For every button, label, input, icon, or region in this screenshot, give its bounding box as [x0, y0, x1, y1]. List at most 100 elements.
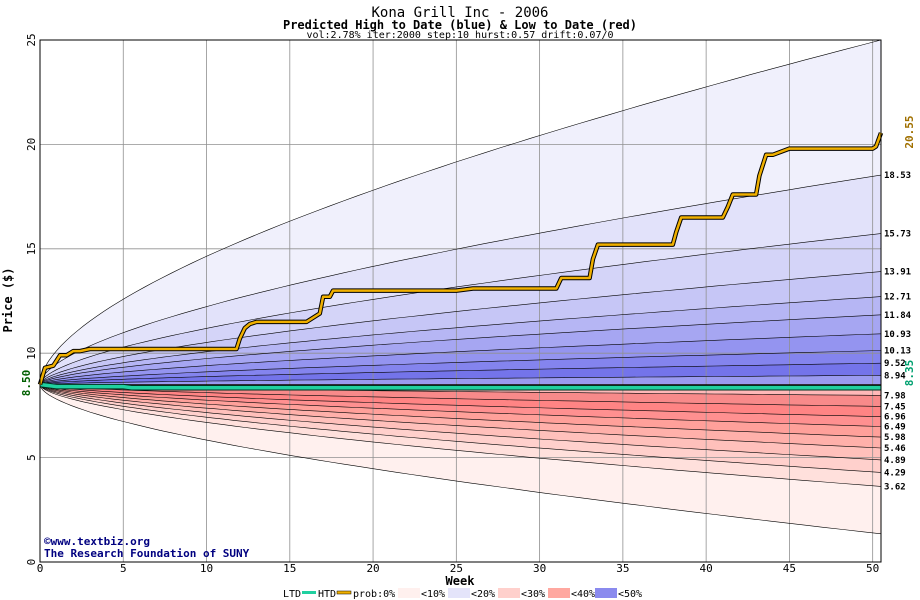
upper-band-0 — [40, 40, 881, 385]
x-tick-label-25: 25 — [450, 562, 463, 575]
legend: LTD HTD prob:0% <10% <20% <30% <40% <50% — [283, 588, 642, 600]
band-boundary-2 — [40, 233, 881, 385]
band-boundary-0 — [40, 40, 881, 385]
legend-swatch-30 — [548, 588, 570, 598]
lower-band-0 — [40, 384, 881, 534]
band-boundary-9 — [40, 375, 881, 385]
band-boundary-4 — [40, 296, 881, 385]
htd-final-label: 20.55 — [903, 115, 916, 148]
upper-band-label-5: 10.93 — [884, 330, 911, 340]
upper-band-label-4: 11.84 — [884, 311, 912, 321]
band-boundary-1 — [40, 174, 881, 385]
chart-params: vol:2.78% iter:2000 step:10 hurst:0.57 d… — [306, 30, 613, 41]
x-tick-label-20: 20 — [366, 562, 379, 575]
band-boundary-7 — [40, 350, 881, 385]
lower-band-label-5: 5.46 — [884, 444, 906, 454]
lower-band-label-7: 4.29 — [884, 468, 906, 478]
plot-area: 0 5 10 15 20 25 30 35 40 45 50 0 5 10 15 20 25 18.53 15.73… — [25, 33, 912, 575]
band-boundary-12 — [40, 384, 881, 487]
chart-title: Kona Grill Inc - 2006 — [371, 5, 548, 21]
x-tick-label-10: 10 — [200, 562, 213, 575]
upper-band-7 — [40, 350, 881, 385]
band-boundary-14 — [40, 384, 881, 461]
legend-prob-label: prob:0% — [353, 589, 395, 600]
band-boundary-13 — [40, 384, 881, 473]
x-tick-label-5: 5 — [120, 562, 127, 575]
y-axis-label: Price ($) — [1, 267, 15, 332]
y-tick-label-20: 20 — [25, 138, 38, 151]
band-boundary-16 — [40, 384, 881, 438]
x-tick-label-0: 0 — [37, 562, 44, 575]
lower-band-label-4: 5.98 — [884, 433, 906, 443]
ltd-line — [39, 382, 881, 390]
band-boundary-5 — [40, 314, 881, 385]
band-boundary-6 — [40, 333, 881, 385]
lower-band-label-3: 6.49 — [884, 422, 906, 432]
upper-band-5 — [40, 314, 881, 385]
legend-range-40: <40% — [571, 589, 595, 600]
watermark-site: ©www.textbiz.org — [44, 535, 150, 548]
legend-swatch-0 — [398, 588, 420, 598]
upper-band-label-1: 15.73 — [884, 230, 911, 240]
band-boundaries — [40, 40, 881, 535]
lower-band-label-6: 4.89 — [884, 456, 906, 466]
lower-band-5 — [40, 384, 881, 438]
y-tick-label-25: 25 — [25, 33, 38, 46]
band-boundary-17 — [40, 384, 881, 427]
htd-line — [38, 132, 883, 385]
upper-band-label-0: 18.53 — [884, 171, 911, 181]
ltd-final-label: 8.35 — [903, 360, 916, 387]
legend-swatch-40 — [595, 588, 617, 598]
band-boundary-8 — [40, 362, 881, 385]
upper-band-label-6: 10.13 — [884, 346, 911, 356]
legend-swatch-10 — [448, 588, 470, 598]
x-tick-label-15: 15 — [283, 562, 296, 575]
upper-band-9 — [40, 375, 881, 385]
upper-band-1 — [40, 175, 881, 385]
x-tick-label-45: 45 — [783, 562, 796, 575]
lower-band-3 — [40, 384, 881, 460]
upper-band-4 — [40, 296, 881, 385]
legend-range-10: <10% — [421, 589, 445, 600]
legend-ltd-swatch — [302, 591, 316, 594]
upper-band-6 — [40, 333, 881, 385]
lower-band-label-2: 6.96 — [884, 413, 906, 423]
upper-band-8 — [40, 363, 881, 385]
lower-band-7 — [40, 384, 881, 417]
legend-range-20: <20% — [471, 589, 495, 600]
lower-band-4 — [40, 384, 881, 448]
band-boundary-18 — [40, 384, 881, 417]
x-axis-label: Week — [446, 574, 476, 588]
legend-htd-swatch — [336, 590, 352, 595]
chart-subtitle: Predicted High to Date (blue) & Low to D… — [283, 18, 637, 32]
lower-band-label-8: 3.62 — [884, 482, 906, 492]
upper-band-label-2: 13.91 — [884, 268, 911, 278]
x-tick-label-35: 35 — [616, 562, 629, 575]
band-boundary-15 — [40, 384, 881, 449]
legend-range-50: <50% — [618, 589, 642, 600]
band-boundary-3 — [40, 271, 881, 385]
y-tick-label-5: 5 — [25, 454, 38, 461]
plot-frame — [39, 39, 882, 563]
lower-band-1 — [40, 384, 881, 487]
legend-range-30: <30% — [521, 589, 545, 600]
upper-band-label-7: 9.52 — [884, 359, 906, 369]
legend-ltd-label: LTD — [283, 589, 301, 600]
lower-band-2 — [40, 384, 881, 473]
lower-band-label-0: 7.98 — [884, 391, 906, 401]
legend-swatch-20 — [498, 588, 520, 598]
y-tick-label-10: 10 — [25, 347, 38, 360]
watermark-org: The Research Foundation of SUNY — [44, 547, 250, 560]
lower-band-label-1: 7.45 — [884, 402, 906, 412]
upper-band-label-8: 8.94 — [884, 371, 906, 381]
x-tick-label-40: 40 — [700, 562, 713, 575]
band-boundary-11 — [40, 384, 881, 535]
start-price-label: 8.50 — [20, 370, 33, 397]
y-tick-label-0: 0 — [25, 559, 38, 566]
upper-band-label-3: 12.71 — [884, 293, 911, 303]
legend-htd-label: HTD — [318, 589, 336, 600]
upper-band-3 — [40, 271, 881, 385]
y-tick-label-15: 15 — [25, 242, 38, 255]
x-tick-label-50: 50 — [866, 562, 879, 575]
